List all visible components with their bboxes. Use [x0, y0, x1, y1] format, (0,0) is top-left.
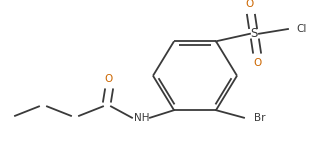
Text: S: S: [250, 27, 258, 40]
Text: Br: Br: [254, 113, 265, 123]
Text: NH: NH: [134, 113, 150, 123]
Text: O: O: [246, 0, 254, 9]
Text: O: O: [254, 58, 262, 68]
Text: Cl: Cl: [296, 24, 306, 34]
Text: O: O: [105, 74, 113, 84]
